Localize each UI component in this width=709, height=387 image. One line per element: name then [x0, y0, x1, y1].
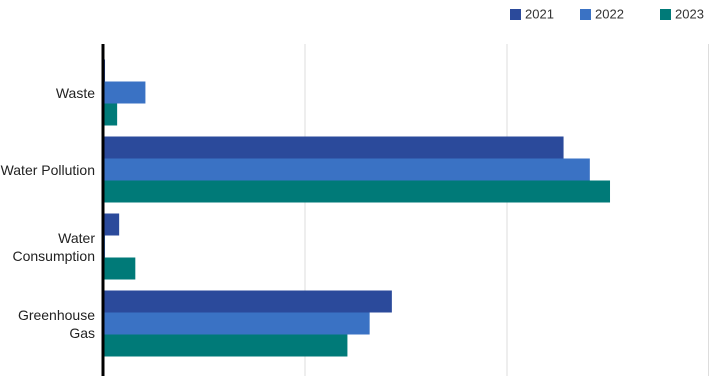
bar	[103, 257, 136, 280]
bar	[103, 81, 146, 104]
y-tick-label: Water Pollution	[0, 161, 95, 178]
bar	[103, 312, 370, 335]
legend-label: 2022	[595, 6, 624, 21]
bar	[103, 180, 611, 203]
legend-swatch	[660, 9, 671, 20]
y-tick-label: Waste	[55, 84, 95, 101]
legend-label: 2023	[675, 6, 704, 21]
legend-swatch	[580, 9, 591, 20]
bar	[103, 213, 120, 236]
legend-label: 2021	[525, 6, 554, 21]
y-tick-label: Greenhouse Gas	[17, 306, 95, 341]
bar	[103, 334, 348, 357]
bar	[103, 158, 590, 181]
bar	[103, 103, 118, 126]
bar	[103, 290, 392, 313]
bar	[103, 136, 564, 159]
y-tick-label: Water Consumption	[12, 229, 96, 264]
legend-swatch	[510, 9, 521, 20]
